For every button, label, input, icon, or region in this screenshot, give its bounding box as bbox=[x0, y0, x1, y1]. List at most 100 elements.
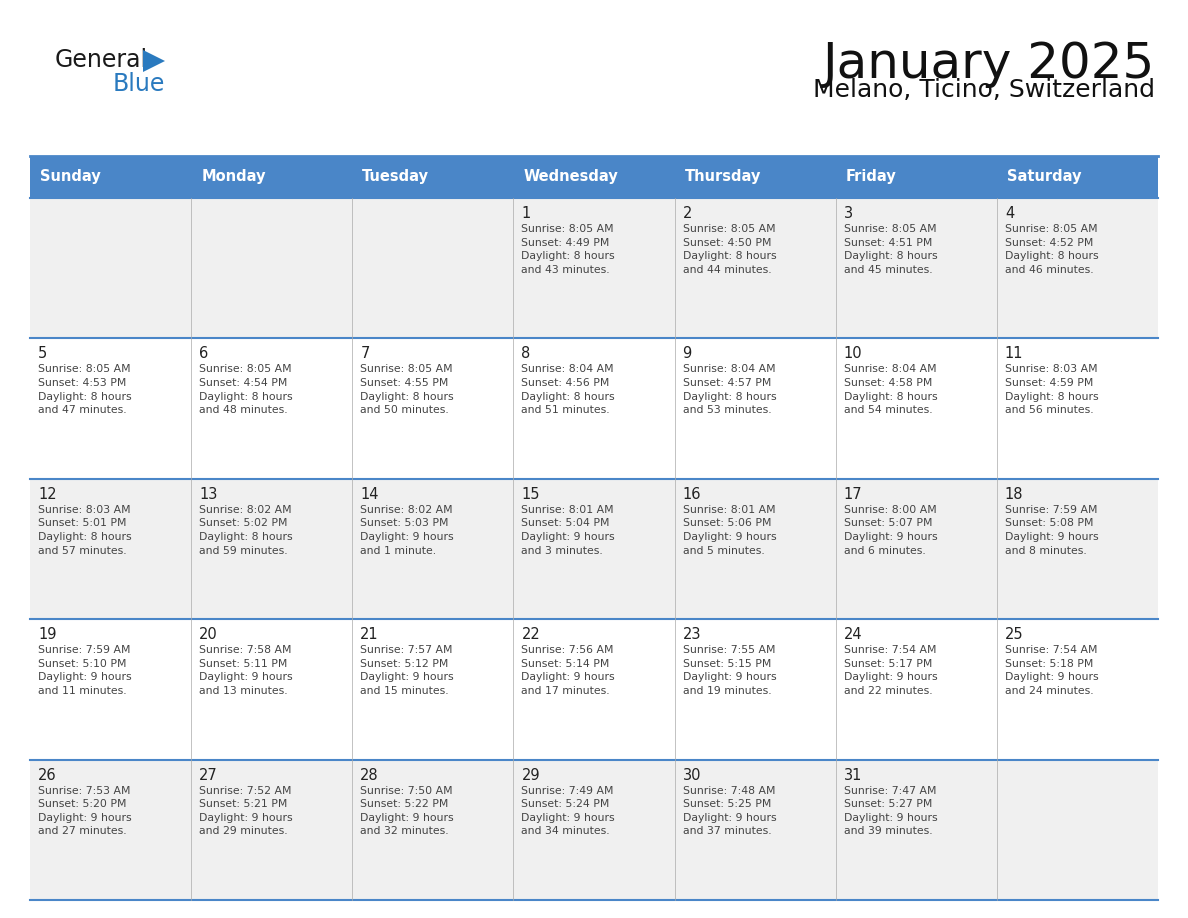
Text: 5: 5 bbox=[38, 346, 48, 362]
Text: 13: 13 bbox=[200, 487, 217, 502]
Text: 27: 27 bbox=[200, 767, 217, 783]
FancyBboxPatch shape bbox=[675, 759, 835, 900]
FancyBboxPatch shape bbox=[513, 620, 675, 759]
Text: Sunrise: 7:50 AM
Sunset: 5:22 PM
Daylight: 9 hours
and 32 minutes.: Sunrise: 7:50 AM Sunset: 5:22 PM Dayligh… bbox=[360, 786, 454, 836]
Text: Sunrise: 8:02 AM
Sunset: 5:03 PM
Daylight: 9 hours
and 1 minute.: Sunrise: 8:02 AM Sunset: 5:03 PM Dayligh… bbox=[360, 505, 454, 555]
Text: 11: 11 bbox=[1005, 346, 1023, 362]
Text: Tuesday: Tuesday bbox=[362, 170, 429, 185]
FancyBboxPatch shape bbox=[191, 156, 353, 198]
FancyBboxPatch shape bbox=[997, 198, 1158, 339]
Text: Sunrise: 8:01 AM
Sunset: 5:04 PM
Daylight: 9 hours
and 3 minutes.: Sunrise: 8:01 AM Sunset: 5:04 PM Dayligh… bbox=[522, 505, 615, 555]
Text: 3: 3 bbox=[843, 206, 853, 221]
Text: 19: 19 bbox=[38, 627, 57, 643]
FancyBboxPatch shape bbox=[191, 339, 353, 479]
Text: General: General bbox=[55, 48, 148, 72]
FancyBboxPatch shape bbox=[513, 339, 675, 479]
FancyBboxPatch shape bbox=[675, 479, 835, 620]
FancyBboxPatch shape bbox=[835, 339, 997, 479]
Text: Thursday: Thursday bbox=[684, 170, 762, 185]
FancyBboxPatch shape bbox=[513, 759, 675, 900]
FancyBboxPatch shape bbox=[353, 620, 513, 759]
FancyBboxPatch shape bbox=[30, 620, 191, 759]
FancyBboxPatch shape bbox=[191, 759, 353, 900]
Text: Sunrise: 8:03 AM
Sunset: 4:59 PM
Daylight: 8 hours
and 56 minutes.: Sunrise: 8:03 AM Sunset: 4:59 PM Dayligh… bbox=[1005, 364, 1099, 415]
Text: Sunrise: 7:57 AM
Sunset: 5:12 PM
Daylight: 9 hours
and 15 minutes.: Sunrise: 7:57 AM Sunset: 5:12 PM Dayligh… bbox=[360, 645, 454, 696]
Text: 2: 2 bbox=[683, 206, 691, 221]
Text: 12: 12 bbox=[38, 487, 57, 502]
FancyBboxPatch shape bbox=[675, 198, 835, 339]
Text: Sunrise: 8:04 AM
Sunset: 4:56 PM
Daylight: 8 hours
and 51 minutes.: Sunrise: 8:04 AM Sunset: 4:56 PM Dayligh… bbox=[522, 364, 615, 415]
Text: January 2025: January 2025 bbox=[823, 40, 1155, 88]
Text: 16: 16 bbox=[683, 487, 701, 502]
Text: 29: 29 bbox=[522, 767, 541, 783]
Text: Sunrise: 8:05 AM
Sunset: 4:54 PM
Daylight: 8 hours
and 48 minutes.: Sunrise: 8:05 AM Sunset: 4:54 PM Dayligh… bbox=[200, 364, 292, 415]
Text: 9: 9 bbox=[683, 346, 691, 362]
Text: 7: 7 bbox=[360, 346, 369, 362]
FancyBboxPatch shape bbox=[997, 156, 1158, 198]
Polygon shape bbox=[143, 50, 165, 72]
Text: Blue: Blue bbox=[113, 72, 165, 96]
Text: Sunrise: 7:53 AM
Sunset: 5:20 PM
Daylight: 9 hours
and 27 minutes.: Sunrise: 7:53 AM Sunset: 5:20 PM Dayligh… bbox=[38, 786, 132, 836]
Text: 26: 26 bbox=[38, 767, 57, 783]
Text: 18: 18 bbox=[1005, 487, 1023, 502]
Text: 8: 8 bbox=[522, 346, 531, 362]
FancyBboxPatch shape bbox=[835, 620, 997, 759]
Text: Sunrise: 8:05 AM
Sunset: 4:53 PM
Daylight: 8 hours
and 47 minutes.: Sunrise: 8:05 AM Sunset: 4:53 PM Dayligh… bbox=[38, 364, 132, 415]
Text: Friday: Friday bbox=[846, 170, 897, 185]
Text: 25: 25 bbox=[1005, 627, 1024, 643]
Text: 24: 24 bbox=[843, 627, 862, 643]
FancyBboxPatch shape bbox=[835, 156, 997, 198]
Text: 28: 28 bbox=[360, 767, 379, 783]
Text: Sunrise: 8:05 AM
Sunset: 4:50 PM
Daylight: 8 hours
and 44 minutes.: Sunrise: 8:05 AM Sunset: 4:50 PM Dayligh… bbox=[683, 224, 776, 274]
FancyBboxPatch shape bbox=[835, 759, 997, 900]
Text: Sunrise: 8:05 AM
Sunset: 4:49 PM
Daylight: 8 hours
and 43 minutes.: Sunrise: 8:05 AM Sunset: 4:49 PM Dayligh… bbox=[522, 224, 615, 274]
Text: Melano, Ticino, Switzerland: Melano, Ticino, Switzerland bbox=[813, 78, 1155, 102]
Text: 21: 21 bbox=[360, 627, 379, 643]
FancyBboxPatch shape bbox=[191, 620, 353, 759]
Text: Sunrise: 7:49 AM
Sunset: 5:24 PM
Daylight: 9 hours
and 34 minutes.: Sunrise: 7:49 AM Sunset: 5:24 PM Dayligh… bbox=[522, 786, 615, 836]
FancyBboxPatch shape bbox=[513, 198, 675, 339]
Text: Wednesday: Wednesday bbox=[524, 170, 618, 185]
FancyBboxPatch shape bbox=[353, 479, 513, 620]
FancyBboxPatch shape bbox=[353, 198, 513, 339]
Text: Saturday: Saturday bbox=[1007, 170, 1081, 185]
Text: 31: 31 bbox=[843, 767, 862, 783]
Text: Sunrise: 8:01 AM
Sunset: 5:06 PM
Daylight: 9 hours
and 5 minutes.: Sunrise: 8:01 AM Sunset: 5:06 PM Dayligh… bbox=[683, 505, 776, 555]
Text: Sunrise: 8:05 AM
Sunset: 4:51 PM
Daylight: 8 hours
and 45 minutes.: Sunrise: 8:05 AM Sunset: 4:51 PM Dayligh… bbox=[843, 224, 937, 274]
Text: 6: 6 bbox=[200, 346, 208, 362]
Text: Sunrise: 8:03 AM
Sunset: 5:01 PM
Daylight: 8 hours
and 57 minutes.: Sunrise: 8:03 AM Sunset: 5:01 PM Dayligh… bbox=[38, 505, 132, 555]
Text: 14: 14 bbox=[360, 487, 379, 502]
Text: Sunrise: 7:58 AM
Sunset: 5:11 PM
Daylight: 9 hours
and 13 minutes.: Sunrise: 7:58 AM Sunset: 5:11 PM Dayligh… bbox=[200, 645, 292, 696]
FancyBboxPatch shape bbox=[513, 479, 675, 620]
FancyBboxPatch shape bbox=[353, 339, 513, 479]
Text: Sunrise: 7:56 AM
Sunset: 5:14 PM
Daylight: 9 hours
and 17 minutes.: Sunrise: 7:56 AM Sunset: 5:14 PM Dayligh… bbox=[522, 645, 615, 696]
FancyBboxPatch shape bbox=[835, 198, 997, 339]
Text: 10: 10 bbox=[843, 346, 862, 362]
Text: 15: 15 bbox=[522, 487, 539, 502]
FancyBboxPatch shape bbox=[191, 479, 353, 620]
FancyBboxPatch shape bbox=[353, 759, 513, 900]
FancyBboxPatch shape bbox=[675, 620, 835, 759]
FancyBboxPatch shape bbox=[997, 620, 1158, 759]
FancyBboxPatch shape bbox=[30, 156, 191, 198]
Text: Sunrise: 7:59 AM
Sunset: 5:08 PM
Daylight: 9 hours
and 8 minutes.: Sunrise: 7:59 AM Sunset: 5:08 PM Dayligh… bbox=[1005, 505, 1099, 555]
FancyBboxPatch shape bbox=[997, 479, 1158, 620]
FancyBboxPatch shape bbox=[191, 198, 353, 339]
Text: Sunrise: 7:48 AM
Sunset: 5:25 PM
Daylight: 9 hours
and 37 minutes.: Sunrise: 7:48 AM Sunset: 5:25 PM Dayligh… bbox=[683, 786, 776, 836]
FancyBboxPatch shape bbox=[835, 479, 997, 620]
FancyBboxPatch shape bbox=[30, 339, 191, 479]
Text: Sunrise: 7:52 AM
Sunset: 5:21 PM
Daylight: 9 hours
and 29 minutes.: Sunrise: 7:52 AM Sunset: 5:21 PM Dayligh… bbox=[200, 786, 292, 836]
Text: Sunrise: 8:05 AM
Sunset: 4:55 PM
Daylight: 8 hours
and 50 minutes.: Sunrise: 8:05 AM Sunset: 4:55 PM Dayligh… bbox=[360, 364, 454, 415]
FancyBboxPatch shape bbox=[675, 156, 835, 198]
Text: Sunrise: 8:00 AM
Sunset: 5:07 PM
Daylight: 9 hours
and 6 minutes.: Sunrise: 8:00 AM Sunset: 5:07 PM Dayligh… bbox=[843, 505, 937, 555]
FancyBboxPatch shape bbox=[353, 156, 513, 198]
Text: Monday: Monday bbox=[201, 170, 266, 185]
FancyBboxPatch shape bbox=[675, 339, 835, 479]
Text: Sunrise: 7:54 AM
Sunset: 5:17 PM
Daylight: 9 hours
and 22 minutes.: Sunrise: 7:54 AM Sunset: 5:17 PM Dayligh… bbox=[843, 645, 937, 696]
Text: Sunrise: 8:04 AM
Sunset: 4:58 PM
Daylight: 8 hours
and 54 minutes.: Sunrise: 8:04 AM Sunset: 4:58 PM Dayligh… bbox=[843, 364, 937, 415]
FancyBboxPatch shape bbox=[997, 759, 1158, 900]
Text: 30: 30 bbox=[683, 767, 701, 783]
Text: 1: 1 bbox=[522, 206, 531, 221]
Text: 23: 23 bbox=[683, 627, 701, 643]
Text: Sunrise: 8:05 AM
Sunset: 4:52 PM
Daylight: 8 hours
and 46 minutes.: Sunrise: 8:05 AM Sunset: 4:52 PM Dayligh… bbox=[1005, 224, 1099, 274]
